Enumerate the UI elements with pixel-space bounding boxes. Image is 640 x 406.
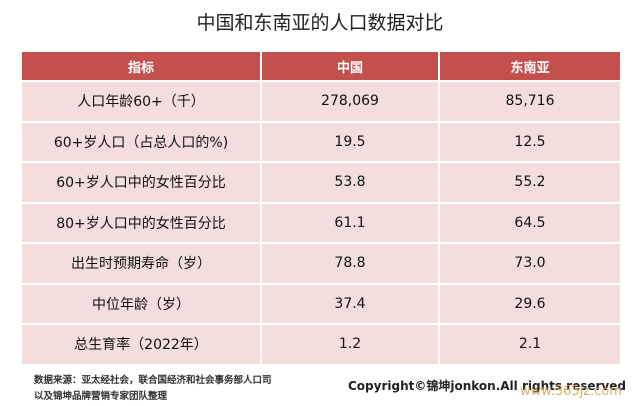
table-cell: 出生时预期寿命（岁） xyxy=(22,244,262,283)
table-cell: 80+岁人口中的女性百分比 xyxy=(22,203,262,242)
table: 指标 中国 东南亚人口年龄60+（千） 278,069 85,716 60+岁人口（占总人… xyxy=(22,52,620,366)
table-cell: 1.2 xyxy=(262,325,440,364)
table-row: 出生时预期寿命（岁） 78.8 73.0 xyxy=(22,244,620,285)
table-row: 人口年龄60+（千） 278,069 85,716 xyxy=(22,82,620,123)
table-cell: 中位年龄（岁） xyxy=(22,284,262,323)
table-row: 60+岁人口（占总人口的%) 19.5 12.5 xyxy=(22,122,620,163)
watermark: www.365jz.com xyxy=(520,384,622,399)
table-cell: 60+岁人口中的女性百分比 xyxy=(22,163,262,202)
table-cell: 12.5 xyxy=(514,133,546,150)
header-cell: 指标 xyxy=(22,52,262,80)
table-cell: 55.2 xyxy=(514,174,546,191)
table-cell: 61.1 xyxy=(262,203,440,242)
header-cell: 中国 xyxy=(262,52,440,80)
table-cell: 278,069 xyxy=(262,82,440,121)
source-note: 数据来源：亚太经社会，联合国经济和社会事务部人口司 以及锦坤品牌营销专家团队整理 xyxy=(34,373,272,405)
title: 中国和东南亚的人口数据对比 xyxy=(196,12,444,34)
source-line: 以及锦坤品牌营销专家团队整理 xyxy=(34,391,168,402)
table-cell: 29.6 xyxy=(514,295,546,312)
table-cell: 85,716 xyxy=(505,93,555,110)
table-row: 中位年龄（岁） 37.4 29.6 xyxy=(22,284,620,325)
table-cell: 37.4 xyxy=(262,284,440,323)
source-line: 数据来源：亚太经社会，联合国经济和社会事务部人口司 xyxy=(34,375,272,386)
table-row: 60+岁人口中的女性百分比 53.8 55.2 xyxy=(22,163,620,204)
header-cell: 东南亚 xyxy=(510,60,550,76)
table-cell: 73.0 xyxy=(514,255,546,272)
table-cell: 60+岁人口（占总人口的%) xyxy=(22,122,262,161)
table-row: 总生育率（2022年） 1.2 2.1 xyxy=(22,325,620,366)
table-cell: 19.5 xyxy=(262,122,440,161)
table-cell: 78.8 xyxy=(262,244,440,283)
table-cell: 53.8 xyxy=(262,163,440,202)
header-row: 指标 中国 东南亚 xyxy=(22,52,620,82)
table-cell: 2.1 xyxy=(518,336,542,353)
table-cell: 人口年龄60+（千） xyxy=(22,82,262,121)
table-cell: 总生育率（2022年） xyxy=(22,325,262,364)
table-row: 80+岁人口中的女性百分比 61.1 64.5 xyxy=(22,203,620,244)
copyright: Copyright©锦坤jonkon.All rights reserved xyxy=(348,379,626,393)
table-cell: 64.5 xyxy=(514,214,546,231)
